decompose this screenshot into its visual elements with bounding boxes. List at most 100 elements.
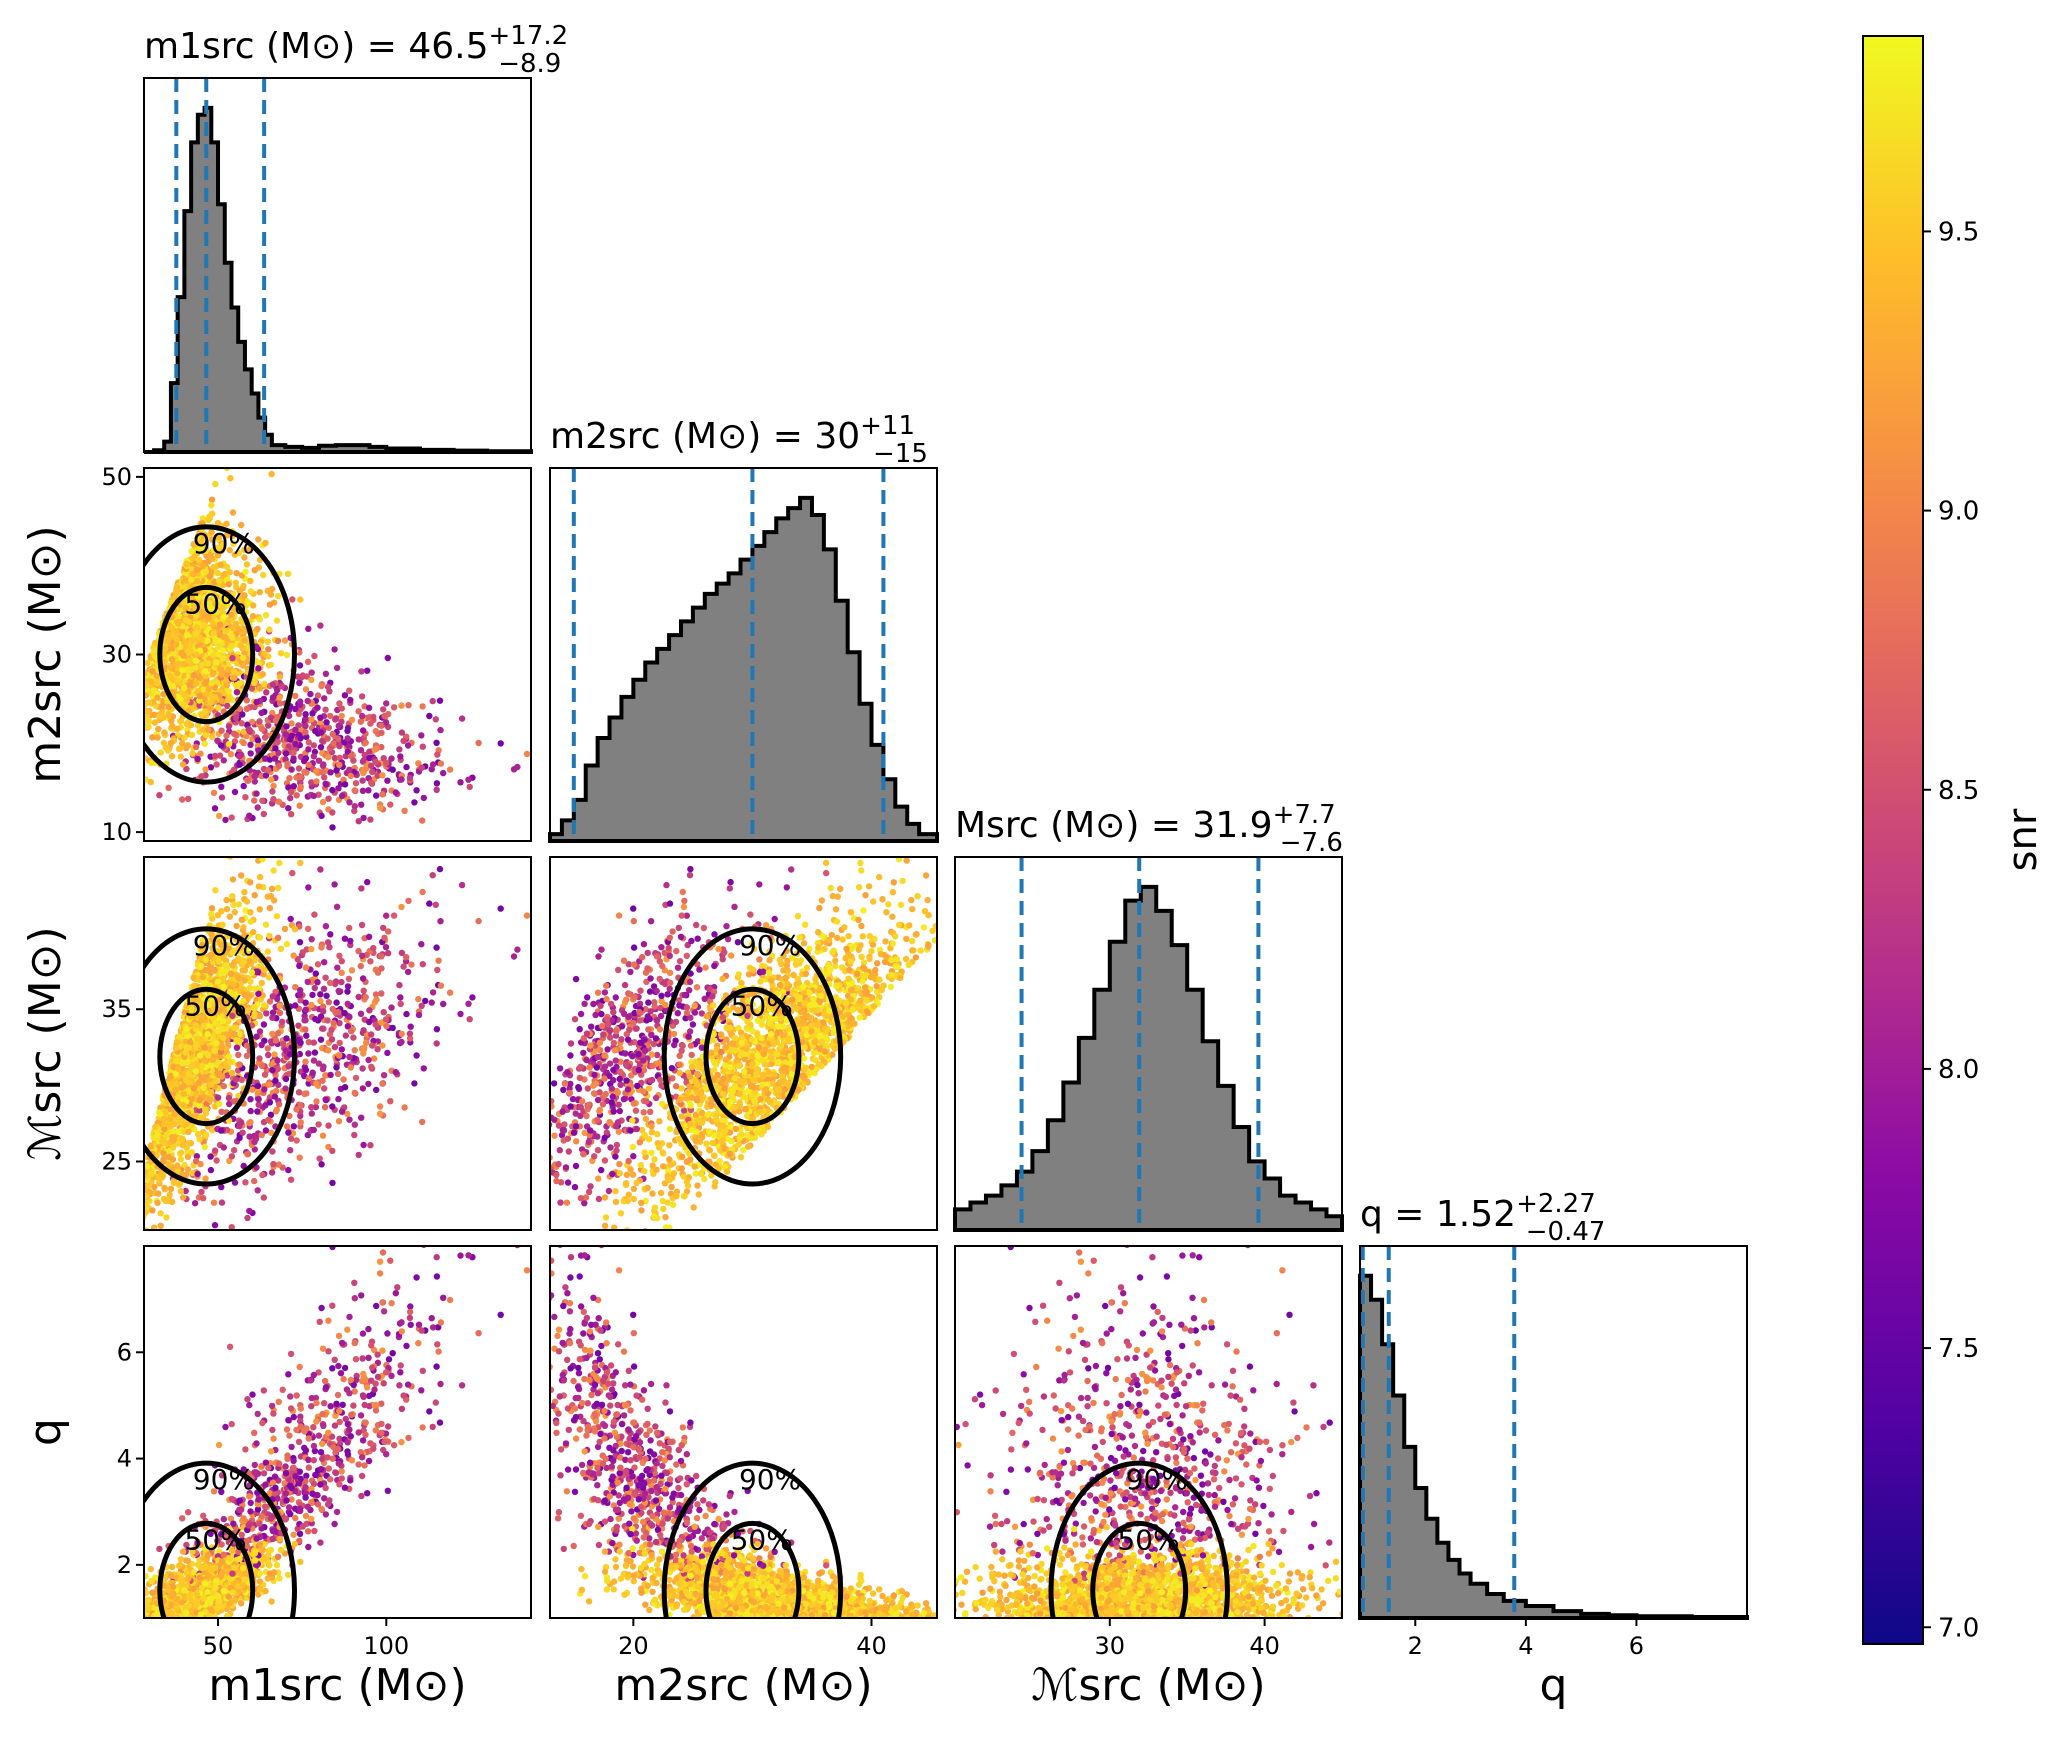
- scatter-point: [254, 804, 261, 811]
- scatter-point: [283, 1123, 291, 1130]
- scatter-point: [418, 941, 425, 948]
- scatter-point: [358, 801, 365, 808]
- contour-label-50: 50%: [184, 587, 246, 620]
- scatter-point: [224, 702, 231, 710]
- scatter-point: [286, 1112, 293, 1120]
- scatter-point: [179, 1142, 186, 1149]
- scatter-point: [194, 722, 202, 729]
- scatter-point: [338, 705, 345, 712]
- scatter-point: [169, 722, 176, 730]
- scatter-point: [432, 716, 439, 723]
- scatter-point: [149, 1207, 156, 1214]
- scatter-point: [233, 689, 241, 696]
- scatter-point: [374, 1046, 381, 1053]
- scatter-point: [388, 1004, 395, 1011]
- scatter-point: [267, 1111, 275, 1119]
- scatter-point: [384, 1049, 391, 1057]
- scatter-point: [229, 604, 236, 612]
- scatter-point: [162, 1197, 169, 1205]
- scatter-point: [289, 869, 296, 877]
- scatter-point: [268, 776, 275, 783]
- scatter-point: [188, 731, 196, 739]
- scatter-point: [151, 1183, 158, 1191]
- scatter-point: [214, 948, 221, 955]
- scatter-point: [244, 1214, 251, 1222]
- scatter-point: [276, 700, 284, 707]
- scatter-point: [246, 812, 253, 819]
- scatter-point: [308, 945, 315, 953]
- scatter-point: [403, 1010, 410, 1018]
- scatter-point: [338, 1108, 346, 1115]
- scatter-point: [311, 1049, 319, 1056]
- scatter-point: [241, 889, 248, 896]
- scatter-point: [308, 1110, 315, 1117]
- scatter-point: [328, 1026, 335, 1034]
- scatter-point: [191, 1200, 199, 1207]
- scatter-point: [269, 694, 277, 701]
- scatter-point: [398, 702, 405, 709]
- scatter-point: [346, 1013, 353, 1020]
- scatter-point: [201, 947, 208, 954]
- scatter-point: [242, 568, 249, 575]
- scatter-point: [355, 1151, 362, 1159]
- scatter-point: [297, 1119, 304, 1126]
- scatter-point: [243, 561, 251, 568]
- scatter-point: [235, 1092, 242, 1100]
- scatter-point: [360, 987, 367, 994]
- scatter-point: [341, 935, 349, 942]
- scatter-point: [351, 803, 358, 810]
- scatter-point: [198, 773, 205, 780]
- scatter-point: [329, 1179, 336, 1187]
- scatter-point: [351, 1089, 358, 1097]
- scatter-point: [214, 912, 222, 919]
- scatter-point: [240, 924, 247, 931]
- scatter-point: [268, 885, 276, 892]
- scatter-point: [274, 637, 282, 645]
- scatter-point: [269, 993, 276, 1000]
- scatter-point: [195, 1079, 203, 1087]
- scatter-point: [398, 776, 405, 783]
- scatter-point: [216, 1065, 223, 1073]
- scatter-point: [366, 748, 373, 755]
- scatter-point: [220, 581, 227, 589]
- scatter-point: [242, 794, 249, 801]
- scatter-point: [497, 905, 504, 912]
- scatter-point: [396, 981, 403, 989]
- scatter-point: [359, 1085, 367, 1092]
- scatter-point: [247, 1107, 254, 1115]
- scatter-point: [406, 774, 414, 782]
- scatter-point: [292, 740, 299, 748]
- panel-frame: [143, 77, 532, 453]
- scatter-point: [239, 711, 246, 718]
- scatter-point: [403, 763, 410, 771]
- scatter-point: [246, 1133, 253, 1140]
- scatter-point: [422, 997, 429, 1005]
- scatter-point: [322, 781, 330, 788]
- scatter-point: [204, 1030, 211, 1038]
- scatter-point: [236, 753, 243, 760]
- scatter-point: [380, 924, 387, 932]
- scatter-point: [286, 1051, 294, 1058]
- scatter-point: [317, 622, 324, 629]
- scatter-point: [380, 1009, 387, 1016]
- scatter-point: [419, 1118, 426, 1126]
- scatter-point: [246, 1207, 253, 1215]
- scatter-point: [383, 912, 390, 919]
- scatter-point: [276, 694, 283, 701]
- scatter-point: [318, 682, 325, 690]
- scatter-point: [314, 692, 322, 699]
- scatter-point: [297, 987, 304, 994]
- scatter-point: [167, 739, 175, 747]
- scatter-point: [214, 552, 222, 559]
- scatter-point: [436, 697, 444, 704]
- scatter-point: [156, 1177, 163, 1184]
- scatter-point: [333, 903, 341, 910]
- scatter-point: [420, 794, 427, 802]
- scatter-point: [359, 712, 366, 720]
- scatter-point: [247, 741, 254, 748]
- scatter-point: [302, 1026, 309, 1033]
- scatter-point: [210, 630, 217, 637]
- scatter-point: [297, 997, 304, 1004]
- scatter-point: [334, 964, 341, 971]
